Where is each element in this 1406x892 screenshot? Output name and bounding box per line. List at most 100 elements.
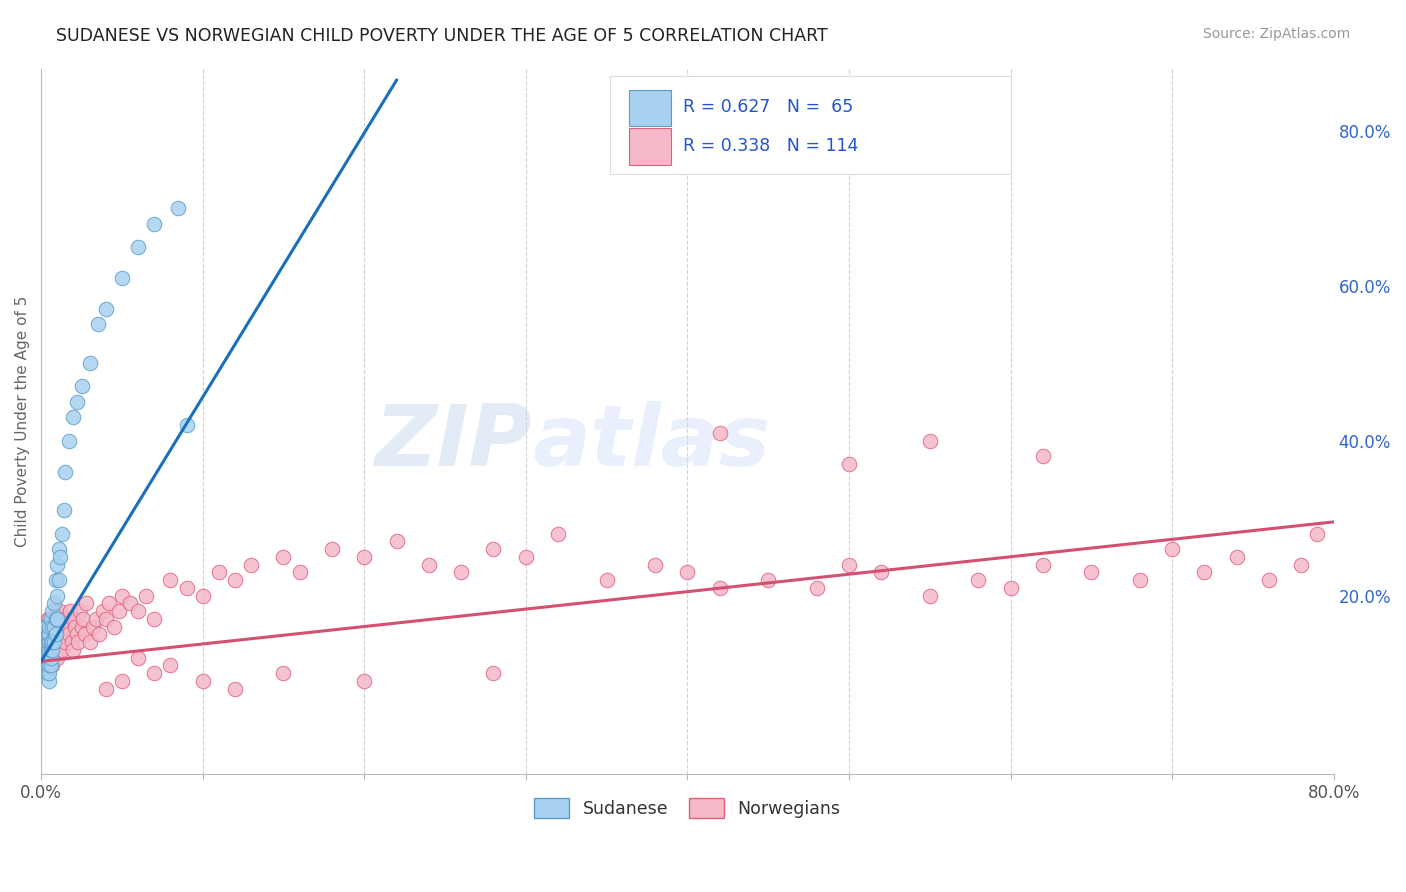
Point (240, 558, 263, 572)
Point (34, 658, 56, 673)
Point (709, 581, 731, 595)
Point (111, 673, 134, 688)
Point (69, 604, 91, 618)
Point (34, 642, 56, 657)
Point (42, 635, 65, 649)
Point (37, 627, 59, 641)
Point (39, 612, 62, 626)
Point (48, 642, 70, 657)
Point (838, 457, 860, 471)
Text: R = 0.627   N =  65: R = 0.627 N = 65 (683, 98, 853, 116)
Point (82, 619, 104, 633)
Point (1226, 549, 1249, 564)
Point (838, 558, 860, 572)
Point (75, 596, 97, 610)
Point (46, 589, 69, 603)
Point (103, 619, 125, 633)
Point (41, 619, 63, 633)
Point (37, 627, 59, 641)
FancyBboxPatch shape (630, 128, 671, 165)
Point (353, 673, 375, 688)
Point (38, 642, 60, 657)
Text: atlas: atlas (533, 401, 770, 483)
Point (41, 635, 63, 649)
Point (127, 604, 149, 618)
Point (35, 619, 58, 633)
Point (482, 666, 505, 681)
Point (34, 627, 56, 641)
Point (38, 673, 60, 688)
Point (224, 681, 246, 696)
Point (66, 394, 89, 409)
Point (58, 434, 80, 448)
Text: R = 0.338   N = 114: R = 0.338 N = 114 (683, 137, 859, 155)
Point (127, 240, 149, 254)
Point (143, 217, 166, 231)
Point (1129, 573, 1152, 587)
Point (39, 642, 62, 657)
Point (42, 596, 65, 610)
Point (31, 650, 53, 665)
Point (56, 619, 79, 633)
Point (191, 673, 214, 688)
Point (35, 650, 58, 665)
Point (41, 604, 63, 618)
Point (70, 619, 93, 633)
Point (111, 270, 134, 285)
Point (385, 534, 408, 549)
Point (94, 612, 117, 626)
Point (1032, 558, 1054, 572)
Point (39, 635, 62, 649)
Point (51, 619, 73, 633)
Point (135, 589, 157, 603)
Text: Source: ZipAtlas.com: Source: ZipAtlas.com (1202, 27, 1350, 41)
Point (91, 604, 114, 618)
Point (70, 379, 93, 393)
Point (52, 627, 75, 641)
Point (34, 619, 56, 633)
Point (870, 566, 893, 580)
Point (353, 549, 375, 564)
Point (107, 604, 129, 618)
Point (39, 658, 62, 673)
Point (89, 627, 111, 641)
Point (1306, 526, 1329, 541)
Point (31, 642, 53, 657)
Point (34, 635, 56, 649)
Point (1291, 558, 1313, 572)
Point (918, 434, 941, 448)
Point (709, 425, 731, 440)
Point (38, 658, 60, 673)
Point (41, 658, 63, 673)
Point (273, 549, 295, 564)
Point (52, 503, 75, 517)
Point (38, 666, 60, 681)
Point (34, 650, 56, 665)
Point (1000, 581, 1022, 595)
Point (35, 642, 58, 657)
Point (60, 635, 83, 649)
Y-axis label: Child Poverty Under the Age of 5: Child Poverty Under the Age of 5 (15, 295, 30, 547)
Point (31, 635, 53, 649)
Point (35, 650, 58, 665)
Point (37, 650, 59, 665)
Point (1161, 542, 1184, 557)
Point (49, 635, 72, 649)
Point (167, 201, 190, 215)
Point (38, 642, 60, 657)
Point (595, 573, 617, 587)
FancyBboxPatch shape (610, 76, 1011, 174)
Point (208, 566, 231, 580)
Point (37, 666, 59, 681)
Point (35, 658, 58, 673)
Point (38, 612, 60, 626)
Point (143, 612, 166, 626)
Point (321, 542, 343, 557)
Point (143, 666, 166, 681)
Point (806, 581, 828, 595)
Point (273, 666, 295, 681)
Point (676, 566, 699, 580)
Point (176, 581, 198, 595)
Point (46, 627, 69, 641)
Point (48, 542, 70, 557)
